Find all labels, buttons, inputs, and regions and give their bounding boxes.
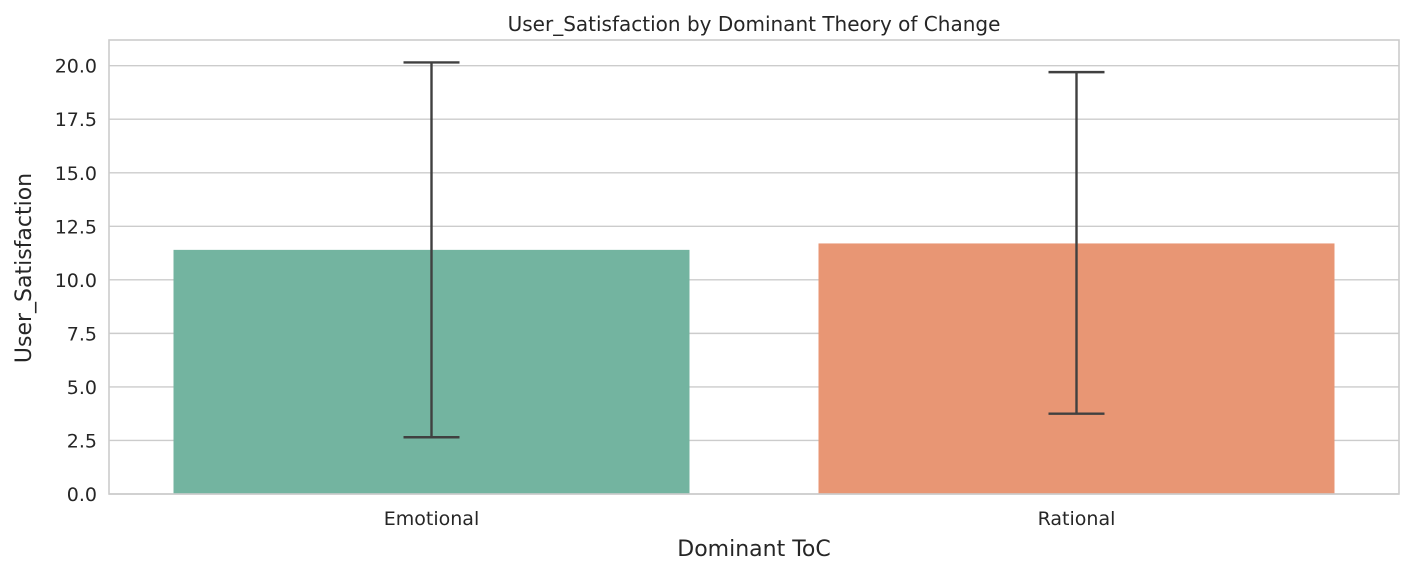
y-tick-label: 5.0 [67,377,97,399]
y-tick-label: 15.0 [55,163,97,185]
y-tick-label: 7.5 [67,323,97,345]
y-tick-label: 17.5 [55,109,97,131]
chart-title: User_Satisfaction by Dominant Theory of … [508,12,1001,36]
x-tick-label-rational: Rational [1038,508,1116,530]
x-axis-title: Dominant ToC [677,537,830,562]
plot-frame [108,39,1400,495]
y-tick-labels: 0.0 2.5 5.0 7.5 10.0 12.5 15.0 17.5 20.0 [55,56,97,506]
error-bars [403,61,1105,439]
y-tick-label: 10.0 [55,270,97,292]
y-tick-label: 20.0 [55,56,97,78]
bars [173,243,1335,494]
y-axis-title: User_Satisfaction [12,173,37,363]
x-tick-labels: Emotional Rational [384,508,1116,530]
x-tick-label-emotional: Emotional [384,508,479,530]
y-tick-label: 12.5 [55,216,97,238]
y-tick-label: 0.0 [67,484,97,506]
y-tick-label: 2.5 [67,430,97,452]
